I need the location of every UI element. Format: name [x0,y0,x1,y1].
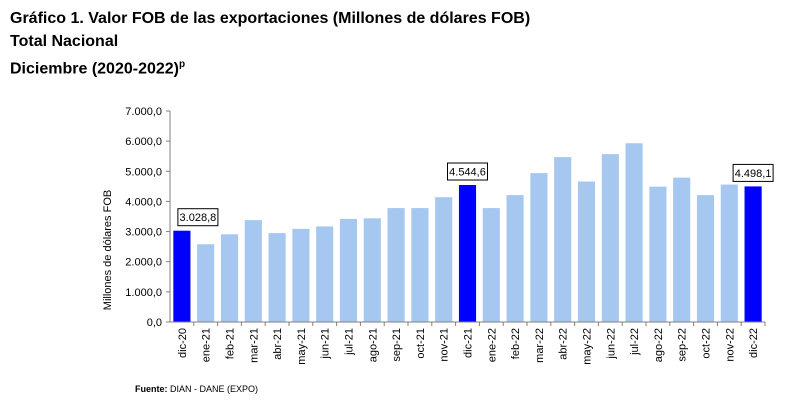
x-tick-label: sep-22 [677,328,689,362]
bar-ene-21 [197,244,215,322]
x-tick-label: ene-21 [201,328,213,362]
bar-nov-21 [435,197,453,322]
y-tick-label: 7.000,0 [125,106,162,118]
y-tick-label: 2.000,0 [125,257,162,269]
y-tick-label: 4.000,0 [125,196,162,208]
x-tick-label: dic-20 [177,328,189,358]
bar-feb-21 [220,234,239,322]
x-tick-label: nov-22 [724,328,736,362]
bar-abr-21 [268,233,286,322]
x-tick-label: sep-21 [391,328,403,362]
x-tick-label: jun-22 [605,328,617,360]
x-tick-label: jul-21 [344,328,356,356]
x-tick-label: abr-21 [272,328,284,360]
bar-jun-22 [601,154,619,322]
data-label-dic-21: 4.544,6 [449,167,486,179]
data-labels: 3.028,8 4.544,6 4.498,1 [177,162,774,227]
bar-nov-22 [720,184,738,322]
x-tick-label: jul-22 [629,328,641,356]
bar-dic-22 [744,186,762,322]
bar-ago-21 [363,218,381,322]
bar-jun-21 [316,226,334,322]
y-tick-label: 1.000,0 [125,287,162,299]
data-label-dic-20: 3.028,8 [180,212,217,224]
bar-may-21 [292,228,310,322]
y-tick-label: 6.000,0 [125,136,162,148]
bar-oct-22 [696,195,715,322]
data-label-box [177,208,219,227]
x-tick-label: dic-21 [463,328,475,358]
x-tick-label: mar-21 [248,328,260,363]
bar-dic-21 [458,185,477,322]
bar-feb-22 [506,195,524,322]
x-tick-label: oct-22 [701,328,713,359]
x-tick-label: ene-22 [486,328,498,362]
bars [173,143,762,322]
bar-may-22 [577,181,596,322]
x-tick-label: ago-21 [367,328,379,362]
chart-title: Gráfico 1. Valor FOB de las exportacione… [10,10,531,27]
source-label: Fuente: [135,384,168,394]
bar-oct-21 [411,208,429,322]
data-label-box [732,163,774,182]
y-tick-label: 3.000,0 [125,227,162,239]
x-tick-label: dic-22 [748,328,760,358]
bar-sep-21 [387,208,405,322]
bar-sep-22 [673,177,691,322]
chart-subtitle-period: Diciembre (2020-2022)p [10,55,185,79]
x-tick-label: jun-21 [320,328,332,360]
y-axis: 0,0 1.000,0 2.000,0 3.000,0 4.000,0 5.000,0 6.… [125,106,171,329]
x-tick-label: nov-21 [439,328,451,362]
data-label-box [447,162,488,181]
x-axis: dic-20 ene-21 feb-21 mar-21 abr-21 may-21 jun-… [170,321,766,365]
x-tick-label: feb-21 [225,328,237,359]
x-tick-label: oct-21 [415,328,427,359]
x-tick-label: feb-22 [510,328,522,359]
x-tick-label: mar-22 [534,328,546,363]
bar-jul-21 [339,218,358,322]
x-tick-label: may-22 [582,328,594,365]
bar-jul-22 [625,143,643,322]
y-tick-label: 0,0 [147,317,162,329]
x-tick-label: abr-22 [558,328,570,360]
y-tick-label: 5.000,0 [125,166,162,178]
source-note: Fuente: DIAN - DANE (EXPO) [135,384,258,394]
y-axis-label: Millones de dólares FOB [102,190,114,310]
bar-ene-22 [482,208,500,322]
bar-abr-22 [554,157,572,322]
bar-mar-21 [244,220,262,322]
data-label-dic-22: 4.498,1 [735,168,772,180]
chart-subtitle-scope: Total Nacional [10,33,119,50]
preliminary-marker: p [178,59,186,70]
x-tick-label: ago-22 [653,328,665,362]
source-text: DIAN - DANE (EXPO) [170,384,259,394]
bar-mar-22 [530,173,548,322]
period-text: Diciembre (2020-2022) [10,60,179,78]
bar-ago-22 [649,186,667,322]
bar-dic-20 [173,230,191,322]
x-tick-label: may-21 [296,328,308,365]
